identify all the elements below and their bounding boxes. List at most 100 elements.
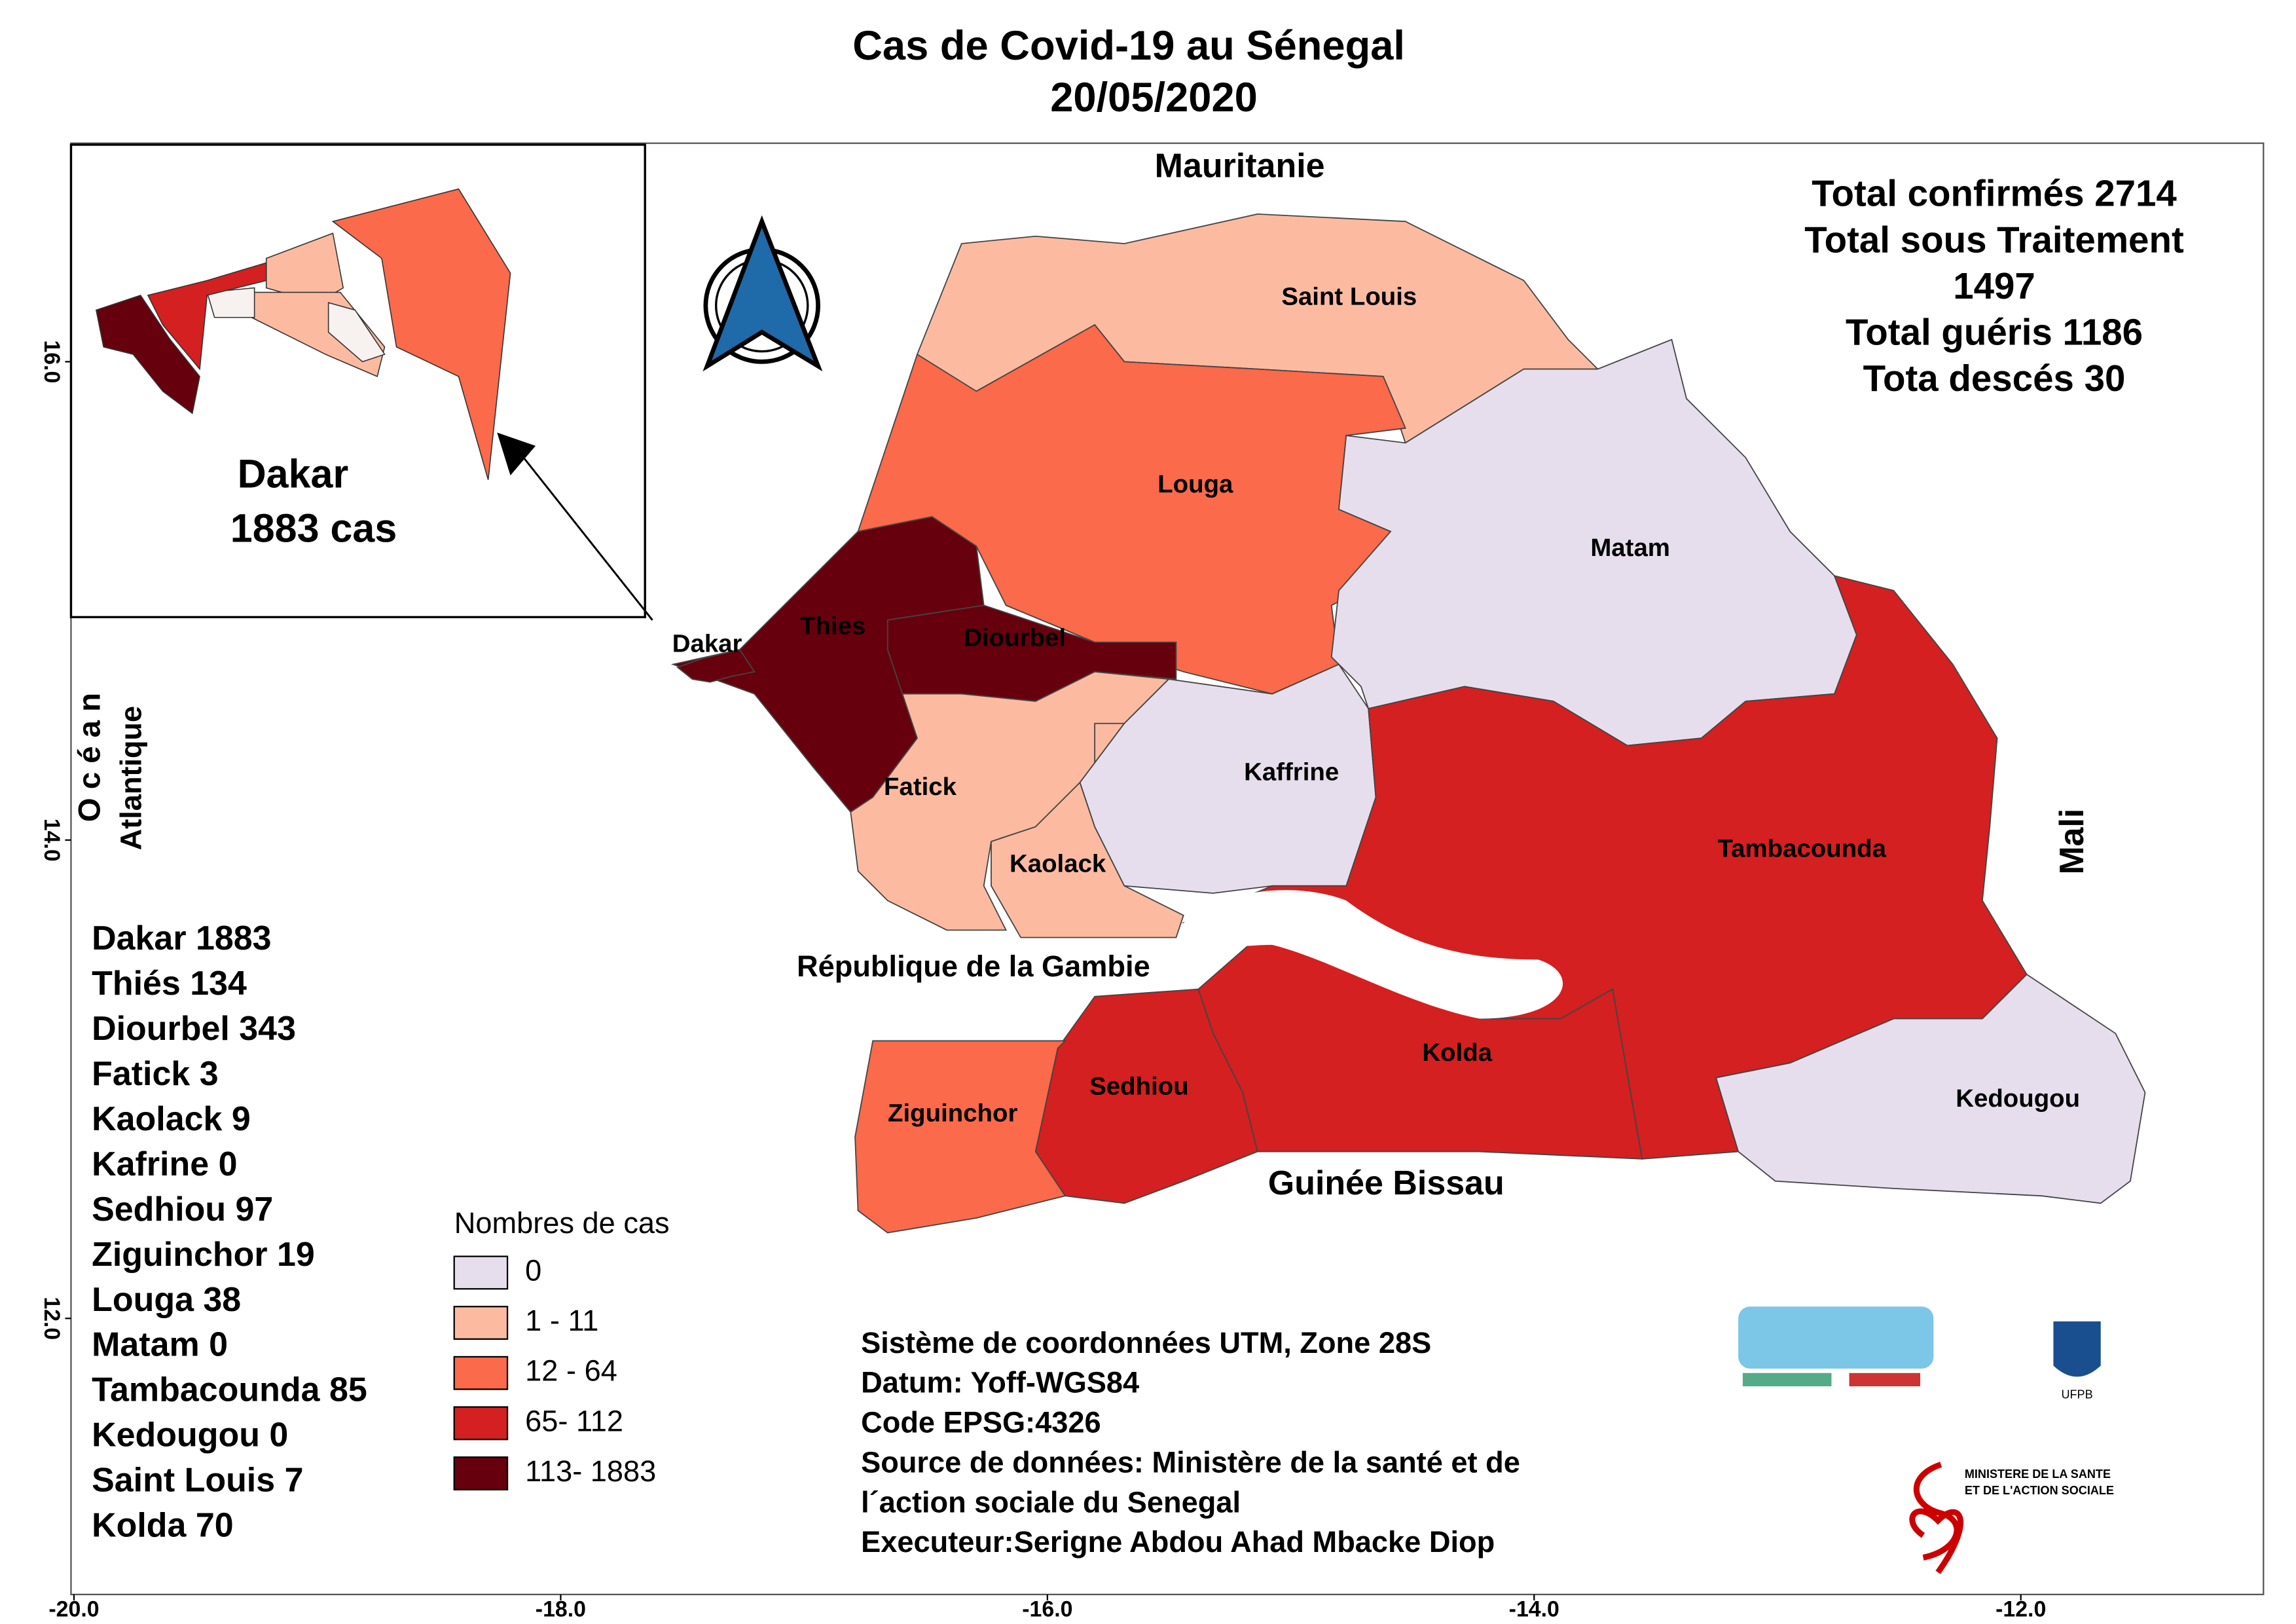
metadata-line: Executeur:Serigne Abdou Ahad Mbacke Diop [861, 1525, 1495, 1559]
neighbor-label: Mali [2053, 809, 2091, 875]
case-line: Kolda 70 [92, 1507, 234, 1545]
ocean-label: Atlantique [114, 706, 147, 850]
logo-shape [1738, 1306, 1934, 1369]
legend-label: 1 - 11 [525, 1304, 598, 1337]
region-label: Tambacounda [1718, 835, 1887, 863]
region-label: Dakar [672, 629, 742, 657]
case-line: Matam 0 [92, 1326, 228, 1364]
case-line: Sedhiou 97 [92, 1190, 273, 1228]
case-line: Kaolack 9 [92, 1100, 251, 1138]
neighbor-label: République de la Gambie [797, 950, 1150, 983]
total-line: Tota descés 30 [1863, 358, 2126, 399]
region-label: Kaffrine [1244, 758, 1339, 786]
inset-arrow [517, 449, 653, 621]
region-label: Diourbel [964, 623, 1066, 652]
legend-swatch [453, 1456, 509, 1490]
neighbor-label: Mauritanie [1155, 147, 1325, 185]
region-label: Louga [1157, 470, 1233, 498]
gambia [1183, 890, 1563, 1019]
legend-swatch [453, 1306, 509, 1340]
case-line: Thiés 134 [92, 965, 247, 1003]
region [854, 1040, 1067, 1234]
ocean-label: O c é a n [73, 693, 107, 822]
logo-shape [1849, 1373, 1921, 1387]
logo-ufpb: UFPB [2053, 1321, 2101, 1401]
totals: Total confirmés 2714 Total sous Traitemen… [1804, 173, 2184, 399]
total-line: Total guéris 1186 [1846, 312, 2143, 353]
legend-label: 0 [525, 1253, 541, 1287]
compass-arrow [702, 215, 823, 372]
case-line: Saint Louis 7 [92, 1462, 303, 1500]
x-tick-label: -14.0 [1509, 1597, 1559, 1622]
case-line: Kafrine 0 [92, 1145, 237, 1183]
legend-swatch [453, 1255, 509, 1290]
y-tick-label: 12.0 [39, 1297, 64, 1340]
logo-ministry: MINISTERE DE LA SANTE ET DE L'ACTION SOC… [1909, 1462, 2114, 1574]
x-tick-label: -20.0 [48, 1597, 99, 1622]
logo-text: ET DE L'ACTION SOCIALE [1965, 1484, 2114, 1497]
inset-map [95, 188, 511, 480]
legend-label: 12 - 64 [525, 1354, 617, 1388]
neighbor-label: Guinée Bissau [1268, 1164, 1504, 1202]
x-tick-label: -16.0 [1022, 1597, 1072, 1622]
inset-area [327, 302, 386, 363]
legend-label: 113- 1883 [525, 1454, 656, 1488]
metadata-line: l´action sociale du Senegal [861, 1485, 1241, 1519]
total-line: 1497 [1953, 265, 2035, 306]
region-label: Kolda [1422, 1039, 1492, 1067]
total-line: Total confirmés 2714 [1812, 173, 2177, 214]
case-line: Diourbel 343 [92, 1010, 296, 1048]
metadata: Sistème de coordonnées UTM, Zone 28S Datu… [861, 1326, 1520, 1559]
inset-area [147, 262, 267, 371]
x-tick-label: -18.0 [536, 1597, 586, 1622]
metadata-line: Datum: Yoff-WGS84 [861, 1366, 1139, 1399]
inset-area [331, 188, 511, 480]
arrow-head [497, 432, 536, 475]
region-label: Matam [1590, 534, 1670, 562]
region-label: Kaolack [1010, 849, 1106, 877]
north-arrow [702, 215, 823, 372]
y-tick-label: 14.0 [39, 819, 64, 862]
date: 20/05/2020 [1050, 75, 1258, 120]
x-tick-label: -12.0 [1995, 1597, 2046, 1622]
region-label: Thies [800, 612, 866, 640]
region [850, 671, 1171, 931]
inset-area [95, 294, 200, 415]
legend: 0 1 - 11 12 - 64 65- 112 113- 1883 [453, 1253, 656, 1490]
region [1715, 973, 2146, 1204]
region-label: Ziguinchor [888, 1099, 1017, 1127]
regions: Saint Louis Louga Matam Thies Diourbel Fatick… [670, 213, 2146, 1234]
logo-shape [1742, 1373, 1832, 1387]
legend-swatch [453, 1356, 509, 1390]
logo-text: UFPB [2061, 1388, 2092, 1401]
logo-legal [1738, 1306, 1934, 1387]
case-line: Dakar 1883 [92, 919, 271, 957]
region-label: Fatick [884, 773, 957, 801]
region-label: Sedhiou [1089, 1073, 1188, 1101]
case-line: Ziguinchor 19 [92, 1236, 315, 1274]
inset-cases: 1883 cas [230, 506, 397, 551]
logo-shape [1909, 1462, 1964, 1574]
metadata-line: Code EPSG:4326 [861, 1406, 1101, 1439]
logo-text: MINISTERE DE LA SANTE [1965, 1467, 2111, 1481]
legend-label: 65- 112 [525, 1404, 623, 1437]
case-line: Tambacounda 85 [92, 1371, 367, 1409]
case-list: Dakar 1883 Thiés 134 Diourbel 343 Fatick 3 K… [92, 919, 367, 1545]
case-line: Louga 38 [92, 1281, 241, 1319]
inset-name: Dakar [238, 451, 349, 496]
region [676, 648, 756, 683]
total-line: Total sous Traitement [1804, 219, 2184, 260]
region-label: Kedougou [1956, 1084, 2080, 1113]
metadata-line: Sistème de coordonnées UTM, Zone 28S [861, 1326, 1431, 1359]
case-line: Fatick 3 [92, 1055, 219, 1093]
metadata-line: Source de données: Ministère de la santé… [861, 1445, 1520, 1479]
coordinate-labels: -20.0 -18.0 -16.0 -14.0 -12.0 16.0 14.0 12.0 [39, 340, 2046, 1621]
case-line: Kedougou 0 [92, 1416, 288, 1454]
inset-area [206, 287, 255, 318]
region-label: Saint Louis [1281, 283, 1417, 311]
legend-title: Nombres de cas [454, 1206, 670, 1240]
logo-shape [2053, 1321, 2101, 1377]
legend-swatch [453, 1406, 509, 1441]
map-frame [70, 142, 2265, 1596]
